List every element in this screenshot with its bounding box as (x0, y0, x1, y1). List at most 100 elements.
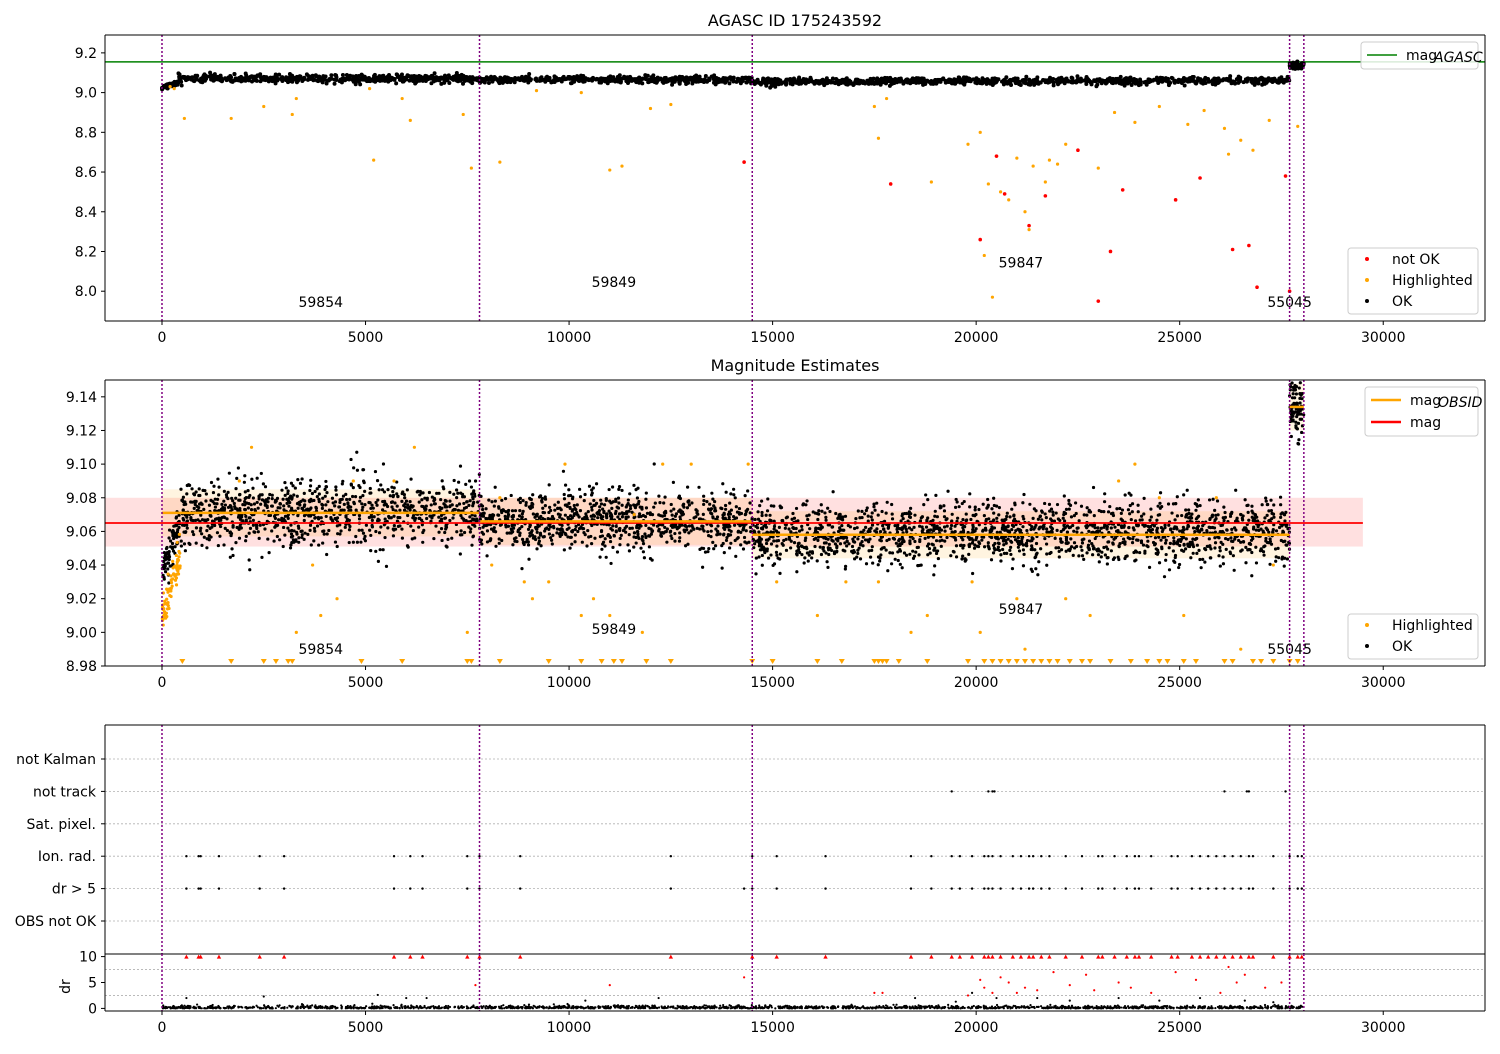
panel-2-ok-point (520, 567, 523, 570)
panel-2-ok-point (1062, 517, 1065, 520)
panel-2-ok-point (179, 488, 182, 491)
panel-2-ok-point (315, 507, 318, 510)
panel-2-ok-point (345, 498, 348, 501)
panel-2-ok-point (637, 537, 640, 540)
panel-2-ok-point (956, 517, 959, 520)
highlighted-point (930, 180, 933, 183)
panel-2-ok-point (334, 485, 337, 488)
panel-2-ok-point (901, 514, 904, 517)
panel-2-ok-point (472, 489, 475, 492)
panel-2-ok-point (674, 515, 677, 518)
panel-1-ok-point (513, 76, 517, 80)
panel-1-ok-point (837, 79, 841, 83)
panel-2-ok-point (537, 536, 540, 539)
panel-2-ok-point (257, 507, 260, 510)
panel-2-ok-point (247, 506, 250, 509)
panel-2-ok-point (228, 531, 231, 534)
panel-2-ok-point (494, 500, 497, 503)
highlighted-point (1056, 162, 1059, 165)
panel-2-ok-point (1148, 519, 1151, 522)
panel-2-ok-point (228, 472, 231, 475)
panel-1-ok-point (875, 79, 879, 83)
panel-2-ok-point (248, 568, 251, 571)
panel-2-ok-point (309, 479, 312, 482)
panel-2-ok-point (620, 534, 623, 537)
not-ok-point (1121, 188, 1125, 192)
panel-2-ok-point (497, 505, 500, 508)
panel-2-ok-point (910, 528, 913, 531)
panel-2-ok-point (744, 513, 747, 516)
panel-2-ok-point (244, 490, 247, 493)
panel-2-ok-point (246, 489, 249, 492)
panel-2-ok-point (1165, 539, 1168, 542)
panel-1-ok-point (1071, 80, 1075, 84)
panel-2-ok-point (1198, 558, 1201, 561)
panel-2-ok-point (541, 507, 544, 510)
panel-1-xtick-label: 0 (158, 330, 167, 346)
panel-2-ok-point (532, 512, 535, 515)
panel-2-ok-point (369, 507, 372, 510)
panel-1-ok-point (1258, 76, 1262, 80)
panel-2-ok-point (1091, 553, 1094, 556)
panel-2-ok-point (473, 525, 476, 528)
panel-2-ok-point (559, 535, 562, 538)
panel-1-ok-point (358, 82, 362, 86)
panel-2-ok-point (1176, 514, 1179, 517)
panel-1-ok-point (1117, 79, 1121, 83)
panel-2-ok-point (974, 538, 977, 541)
panel-2-ok-point (1048, 503, 1051, 506)
panel-1-ok-point (898, 80, 902, 84)
panel-2-ok-point (392, 534, 395, 537)
panel-2-ok-point (252, 524, 255, 527)
panel-2-ok-point (555, 531, 558, 534)
panel-2-ok-point (615, 525, 618, 528)
panel-2-ok-point (396, 504, 399, 507)
panel-2-ok-point (390, 516, 393, 519)
panel-2-ok-point (296, 495, 299, 498)
panel-2-ok-point (448, 505, 451, 508)
panel-2-ok-point (702, 495, 705, 498)
panel-2-ok-point (442, 502, 445, 505)
panel-2-ok-point (900, 541, 903, 544)
panel-2-ok-point (205, 546, 208, 549)
panel-2-ok-point (1049, 525, 1052, 528)
panel-2-ok-point (425, 517, 428, 520)
panel-2-ok-point (203, 489, 206, 492)
panel-2-ok-point (400, 527, 403, 530)
panel-2-ok-point (203, 536, 206, 539)
panel-2-ok-point (189, 518, 192, 521)
panel-2-ok-point (1032, 517, 1035, 520)
panel-2-ok-point (358, 517, 361, 520)
panel-2-ok-point (1106, 562, 1109, 565)
highlighted-point (1015, 157, 1018, 160)
panel-2-ok-point (367, 501, 370, 504)
panel-2-ok-point (527, 558, 530, 561)
panel-2-ok-point (685, 528, 688, 531)
panel-2-ok-point (1197, 498, 1200, 501)
panel-2-ok-point (376, 479, 379, 482)
panel-2-ok-point (637, 515, 640, 518)
panel-2-ok-point (1200, 566, 1203, 569)
panel-2-ok-point (649, 511, 652, 514)
panel-2-ok-point (714, 544, 717, 547)
panel-2-ok-point (878, 559, 881, 562)
panel-2-ok-point (248, 558, 251, 561)
panel-2-ok-point (230, 547, 233, 550)
panel-1-ok-point (753, 81, 757, 85)
panel-2-ok-point (181, 517, 184, 520)
panel-2-ok-point (409, 524, 412, 527)
panel-2-ok-point (444, 505, 447, 508)
panel-2-ok-point (211, 500, 214, 503)
panel-1-ok-point (360, 73, 364, 77)
panel-1-ok-point (494, 77, 498, 81)
panel-2-ok-point (678, 531, 681, 534)
panel-2-ok-point (168, 558, 171, 561)
panel-1-ok-point (1002, 81, 1006, 85)
panel-2-ok-point (324, 485, 327, 488)
panel-2-ok-point (443, 517, 446, 520)
panel-2-ok-point (1002, 536, 1005, 539)
panel-2-ok-point (358, 500, 361, 503)
panel-1-xtick-label: 25000 (1157, 330, 1202, 346)
panel-2-ok-point (584, 512, 587, 515)
panel-2-ok-point (761, 514, 764, 517)
